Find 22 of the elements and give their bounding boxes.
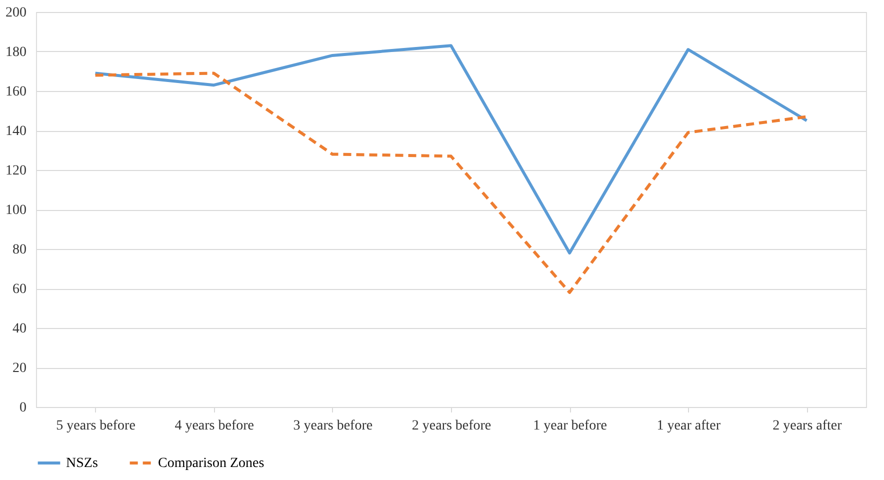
y-tick-label: 200 [6, 6, 26, 20]
line-series [94, 44, 808, 254]
x-tick-label: 2 years before [412, 418, 492, 434]
y-tick-label: 100 [6, 203, 26, 218]
y-tick-label: 60 [12, 282, 26, 297]
y-tick-label: 20 [12, 361, 26, 376]
x-tick-label: 5 years before [56, 418, 136, 434]
y-tick-label: 80 [12, 242, 26, 258]
x-tick-label: 1 year before [533, 418, 607, 434]
x-tick-label: 4 years before [174, 418, 254, 434]
y-tick-label: 0 [20, 400, 26, 416]
y-tick-label: 40 [12, 322, 26, 336]
x-tick-label: 1 year after [656, 418, 721, 434]
y-tick-label: 140 [6, 124, 26, 139]
x-tick-label: 3 years before [293, 418, 373, 434]
legend-label: Comparison Zones [158, 456, 264, 471]
legend-label: NSZs [66, 456, 98, 471]
y-tick-label: 160 [6, 84, 26, 100]
line-series [94, 72, 808, 294]
y-tick-label: 180 [6, 45, 26, 60]
x-tick-label: 2 years after [772, 418, 842, 434]
y-tick-label: 120 [6, 164, 26, 178]
